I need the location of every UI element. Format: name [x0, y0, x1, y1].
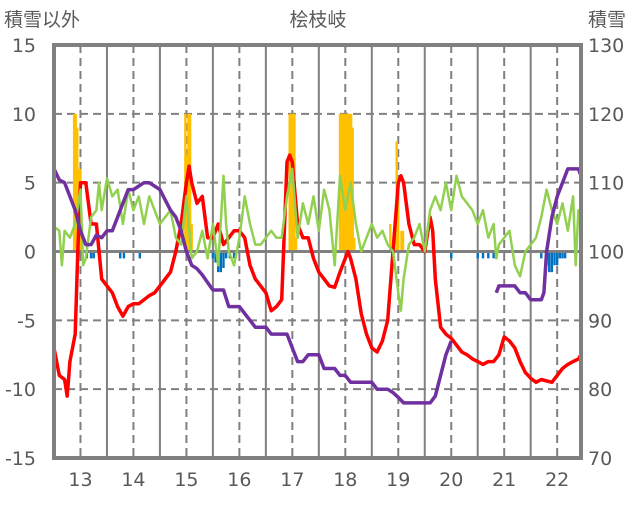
bar — [345, 113, 348, 252]
bar — [389, 223, 392, 252]
bar — [550, 251, 554, 273]
bar — [290, 113, 293, 252]
left-tick-label: 10 — [12, 104, 36, 126]
x-tick-label: 19 — [386, 469, 410, 491]
x-tick-label: 22 — [545, 469, 569, 491]
bar — [92, 251, 95, 259]
bar — [232, 251, 236, 259]
chart-title: 桧枝岐 — [289, 9, 346, 31]
bar — [353, 237, 356, 252]
bar — [346, 113, 350, 252]
left-tick-label: 5 — [24, 173, 36, 195]
bar — [558, 251, 562, 259]
bar — [400, 230, 403, 252]
bar — [222, 251, 225, 269]
x-tick-label: 14 — [121, 469, 145, 491]
bar — [89, 251, 93, 259]
bar — [561, 251, 564, 259]
bar — [548, 251, 551, 273]
axes: 15 130 10 120 5 110 0 100 -5 90 -10 80 -15 70 13 14 15 16… — [5, 35, 624, 491]
right-tick-label: 90 — [588, 310, 612, 332]
left-tick-label: -10 — [5, 379, 36, 401]
right-tick-label: 110 — [588, 173, 624, 195]
x-tick-label: 15 — [174, 469, 198, 491]
bar — [401, 230, 405, 252]
left-axis-title: 積雪以外 — [4, 9, 80, 31]
purple-series — [52, 167, 583, 405]
x-tick-label: 13 — [68, 469, 92, 491]
bar — [397, 182, 400, 252]
bar — [555, 251, 559, 266]
bar — [138, 251, 142, 259]
bar — [214, 251, 217, 263]
bar — [553, 251, 556, 266]
right-tick-label: 70 — [588, 448, 612, 470]
bar — [190, 223, 193, 252]
bar — [343, 113, 346, 252]
lines — [52, 153, 583, 405]
x-tick-label: 18 — [333, 469, 357, 491]
left-tick-label: 0 — [24, 242, 36, 264]
bar — [476, 251, 479, 259]
x-tick-label: 16 — [227, 469, 251, 491]
red-series — [52, 153, 583, 398]
bar — [492, 251, 495, 259]
bar — [74, 113, 77, 252]
bar — [563, 251, 567, 259]
bar — [76, 127, 79, 252]
bar — [219, 251, 223, 273]
bar — [341, 113, 345, 252]
x-tick-label: 17 — [280, 469, 304, 491]
right-tick-label: 130 — [588, 35, 624, 57]
bar — [294, 237, 298, 252]
left-tick-label: -15 — [5, 448, 36, 470]
bar — [481, 251, 485, 259]
bar — [187, 113, 190, 252]
left-tick-label: -5 — [17, 310, 36, 332]
bar — [119, 251, 122, 259]
bar — [540, 251, 543, 259]
right-tick-label: 80 — [588, 379, 612, 401]
bar — [211, 251, 215, 259]
bar — [487, 251, 490, 259]
bar — [122, 251, 126, 259]
right-axis-title: 積雪 — [588, 9, 626, 31]
green-series — [53, 167, 583, 312]
bar — [450, 251, 453, 259]
right-tick-label: 120 — [588, 104, 624, 126]
bar — [224, 251, 228, 259]
right-tick-label: 100 — [588, 242, 624, 264]
plot-frame — [52, 43, 583, 460]
left-tick-label: 15 — [12, 35, 36, 57]
x-tick-label: 21 — [492, 469, 516, 491]
x-tick-label: 20 — [439, 469, 463, 491]
bar — [72, 113, 76, 252]
